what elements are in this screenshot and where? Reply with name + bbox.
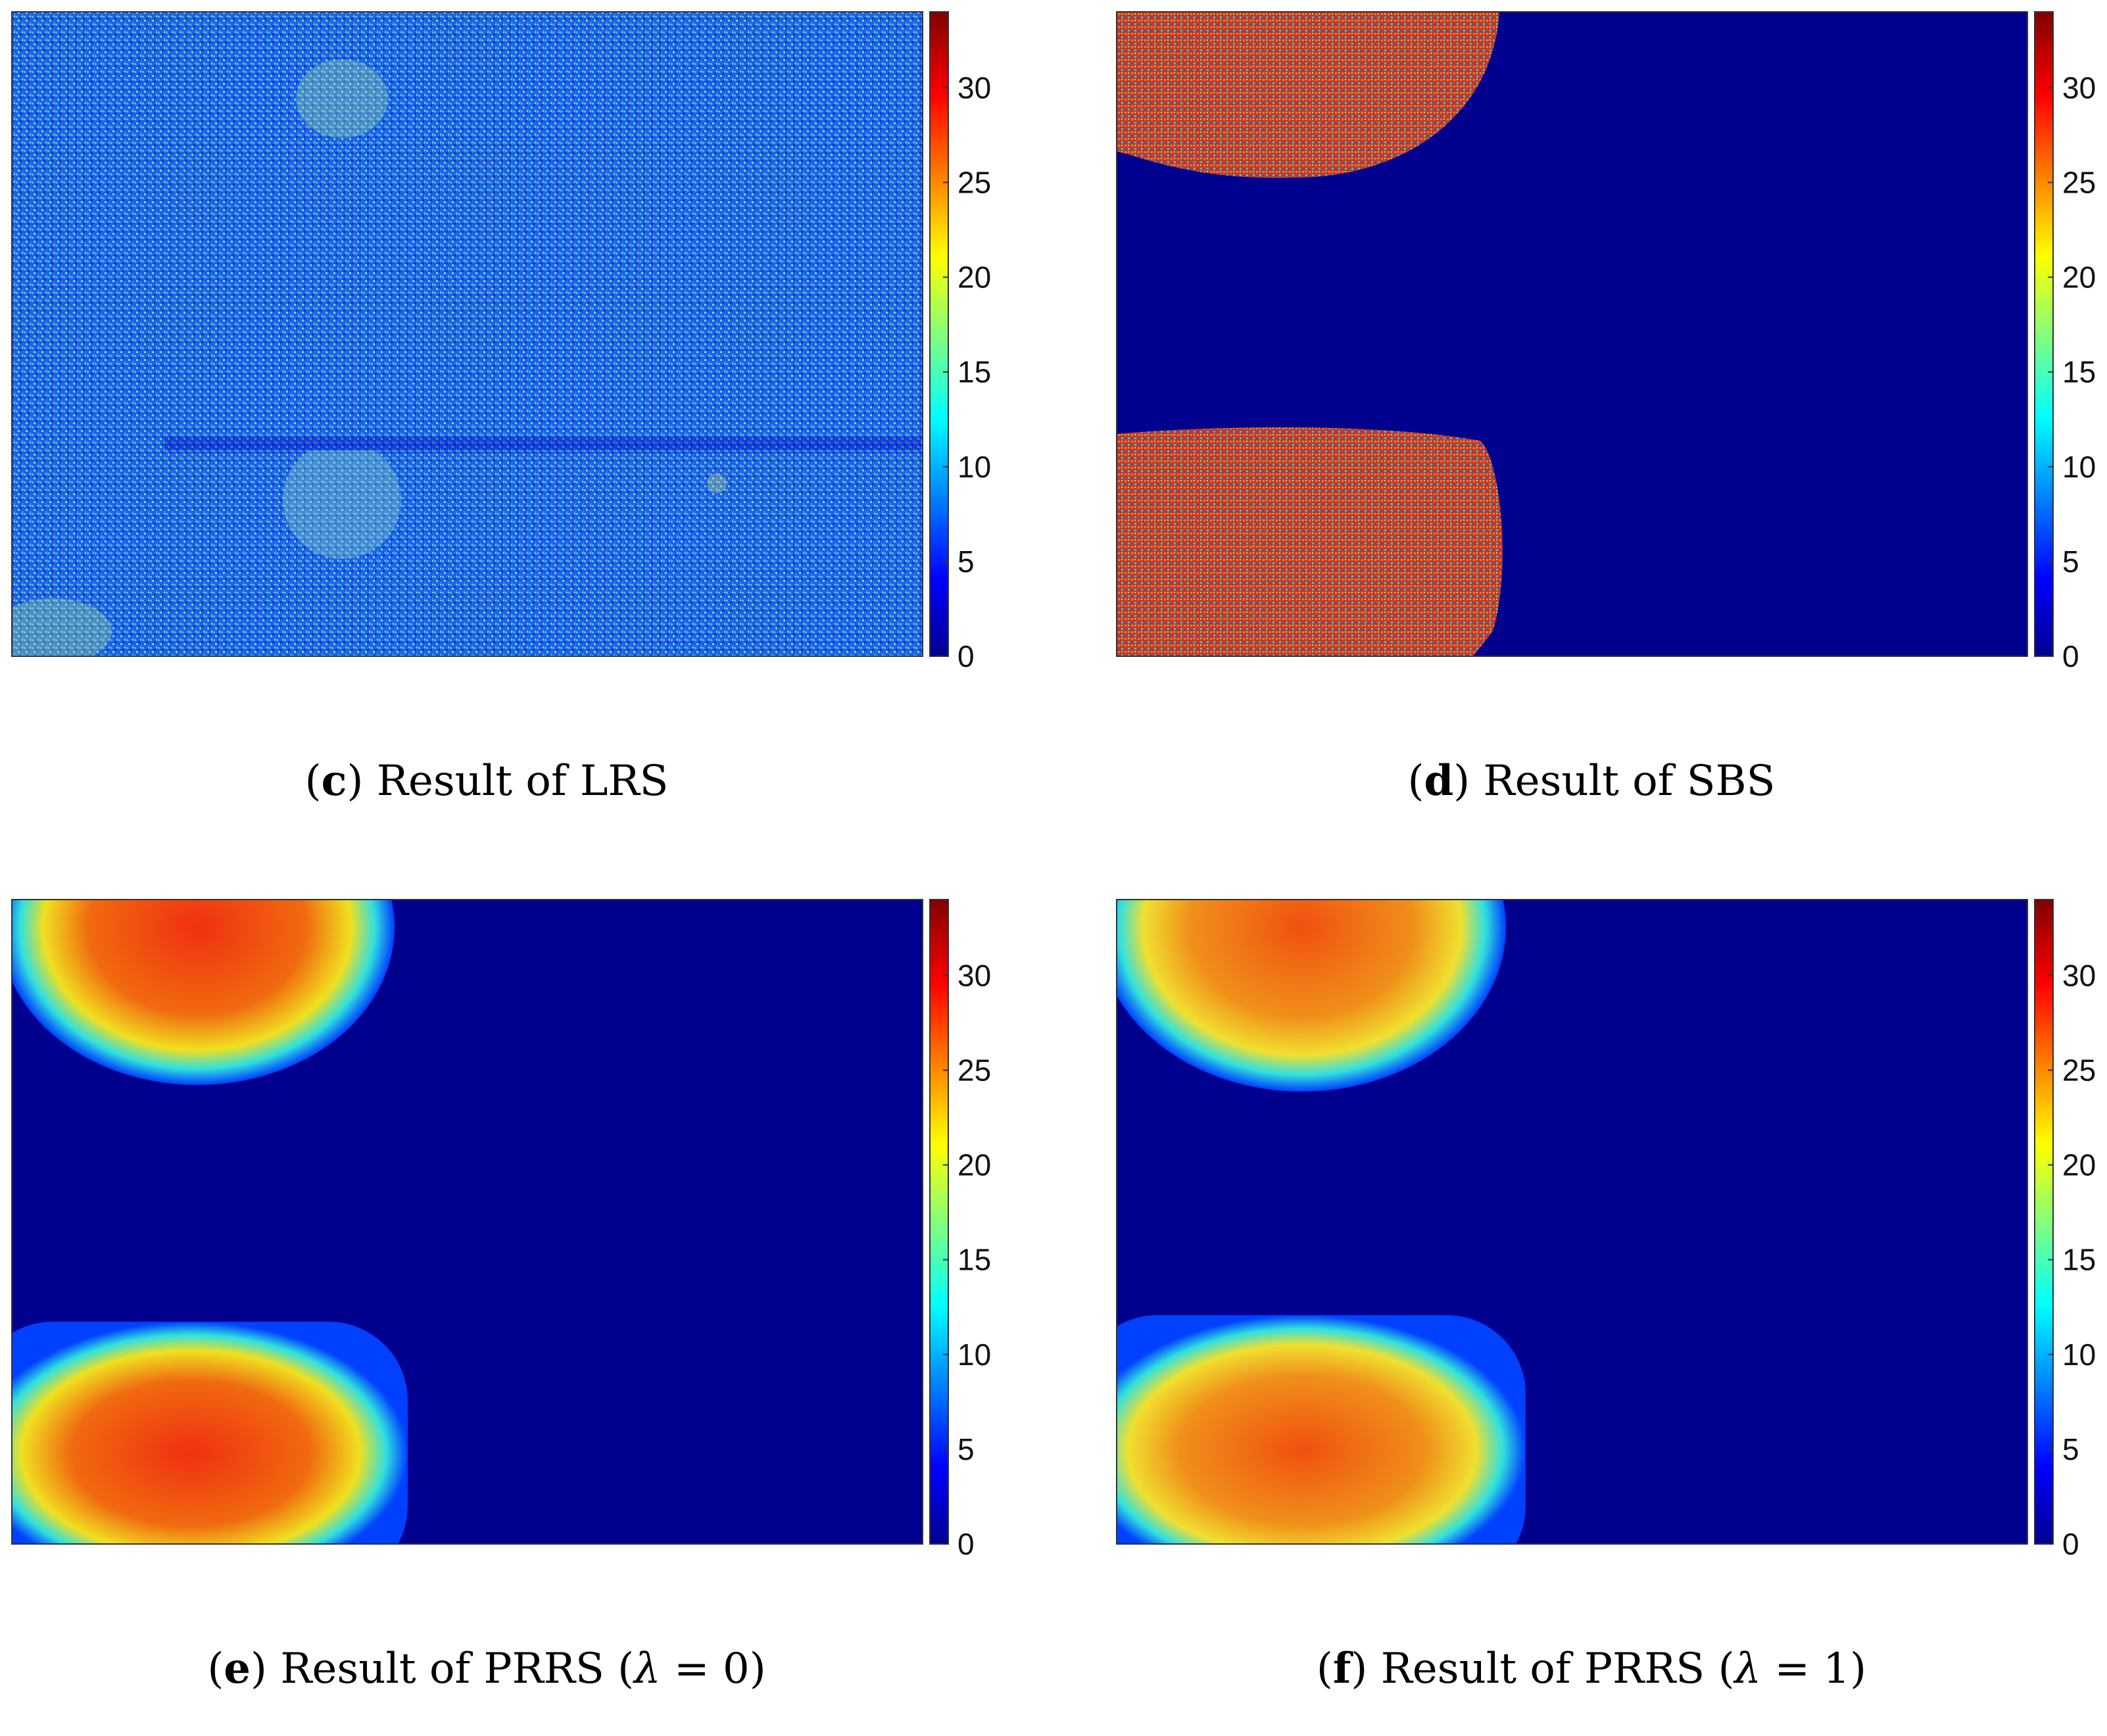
colorbar-tick-label: 5 <box>957 1432 975 1466</box>
colorbar-tick-label: 25 <box>957 1053 991 1087</box>
colorbar-f <box>2034 899 2054 1545</box>
caption-text: Result of PRRS ( <box>266 1645 635 1693</box>
colorbar-tick-label: 0 <box>957 639 975 673</box>
caption-text: Result of SBS <box>1470 757 1776 806</box>
heatmap-f: 0 5 10 15 20 25 30 <box>1116 899 2096 1561</box>
region-bottom-f <box>1117 1315 1526 1544</box>
colorbar-ticks-e: 0 5 10 15 20 25 30 <box>943 958 991 1561</box>
colorbar-tick-label: 10 <box>957 1338 991 1372</box>
colorbar-tick-label: 10 <box>957 450 991 484</box>
colorbar-tick-label: 5 <box>957 544 975 579</box>
colorbar-tick-label: 15 <box>2062 1243 2096 1277</box>
colorbar-tick-label: 25 <box>957 165 991 199</box>
colorbar-tick-label: 25 <box>2062 1053 2096 1087</box>
heatmap-image-c <box>12 12 923 656</box>
lambda-symbol: λ <box>634 1645 661 1693</box>
region-bottom-d <box>1117 427 1503 656</box>
colorbar-tick-label: 0 <box>2062 1527 2079 1561</box>
colorbar-tick-label: 5 <box>2062 544 2079 579</box>
caption-d: (d) Result of SBS <box>1407 756 1776 806</box>
colorbar-tick-label: 15 <box>957 355 991 389</box>
lambda-symbol: λ <box>1734 1645 1762 1693</box>
heatmap-c: 0 5 10 15 20 25 30 <box>11 11 991 673</box>
region-top-f <box>1117 900 1506 1092</box>
colorbar-tick-label: 20 <box>2062 1148 2096 1182</box>
colorbar-d <box>2034 11 2054 657</box>
colorbar-tick-label: 20 <box>2062 260 2096 295</box>
colorbar-tick-label: 30 <box>957 70 991 105</box>
colorbar-ticks-d: 0 5 10 15 20 25 30 <box>2048 70 2096 673</box>
colorbar-ticks-c: 0 5 10 15 20 25 30 <box>943 70 991 673</box>
caption-text: Result of LRS <box>363 757 669 806</box>
heatmap-d: 0 5 10 15 20 25 30 <box>1116 11 2096 673</box>
colorbar-tick-label: 20 <box>957 1148 991 1182</box>
heatmap-e: 0 5 10 15 20 25 30 <box>11 899 991 1561</box>
region-bottom-e <box>12 1322 408 1544</box>
panel-letter: f <box>1332 1644 1351 1693</box>
colorbar-tick-label: 0 <box>957 1527 975 1561</box>
colorbar-tick-label: 15 <box>957 1243 991 1277</box>
colorbar-tick-label: 0 <box>2062 639 2079 673</box>
panel-letter: c <box>321 756 347 806</box>
caption-text: Result of PRRS ( <box>1367 1645 1735 1693</box>
region-top-e <box>12 900 395 1085</box>
colorbar-tick-label: 25 <box>2062 165 2096 199</box>
caption-c: (c) Result of LRS <box>304 756 669 806</box>
panel-c: 0 5 10 15 20 25 30 (c) Result of LRS <box>0 0 1052 848</box>
caption-e: (e) Result of PRRS (λ = 0) <box>207 1644 766 1693</box>
panel-letter: e <box>224 1644 251 1693</box>
colorbar-tick-label: 30 <box>2062 70 2096 105</box>
colorbar-tick-label: 10 <box>2062 1338 2096 1372</box>
colorbar-c <box>929 11 949 657</box>
region-top-d <box>1117 12 1499 178</box>
caption-rest: = 1) <box>1761 1645 1867 1693</box>
colorbar-ticks-f: 0 5 10 15 20 25 30 <box>2048 958 2096 1561</box>
colorbar-tick-label: 30 <box>957 958 991 992</box>
caption-f: (f) Result of PRRS (λ = 1) <box>1316 1644 1867 1693</box>
colorbar-tick-label: 15 <box>2062 355 2096 389</box>
panel-f: 0 5 10 15 20 25 30 (f) Result of PRRS (λ = 1) <box>1105 888 2107 1736</box>
panel-letter: d <box>1424 756 1454 806</box>
colorbar-e <box>929 899 949 1545</box>
caption-rest: = 0) <box>660 1645 766 1693</box>
panel-e: 0 5 10 15 20 25 30 (e) Result of PRRS (λ = 0) <box>0 888 1052 1736</box>
colorbar-tick-label: 30 <box>2062 958 2096 992</box>
colorbar-tick-label: 10 <box>2062 450 2096 484</box>
colorbar-tick-label: 5 <box>2062 1432 2079 1466</box>
colorbar-tick-label: 20 <box>957 260 991 295</box>
panel-d: 0 5 10 15 20 25 30 (d) Result of SBS <box>1105 0 2107 848</box>
